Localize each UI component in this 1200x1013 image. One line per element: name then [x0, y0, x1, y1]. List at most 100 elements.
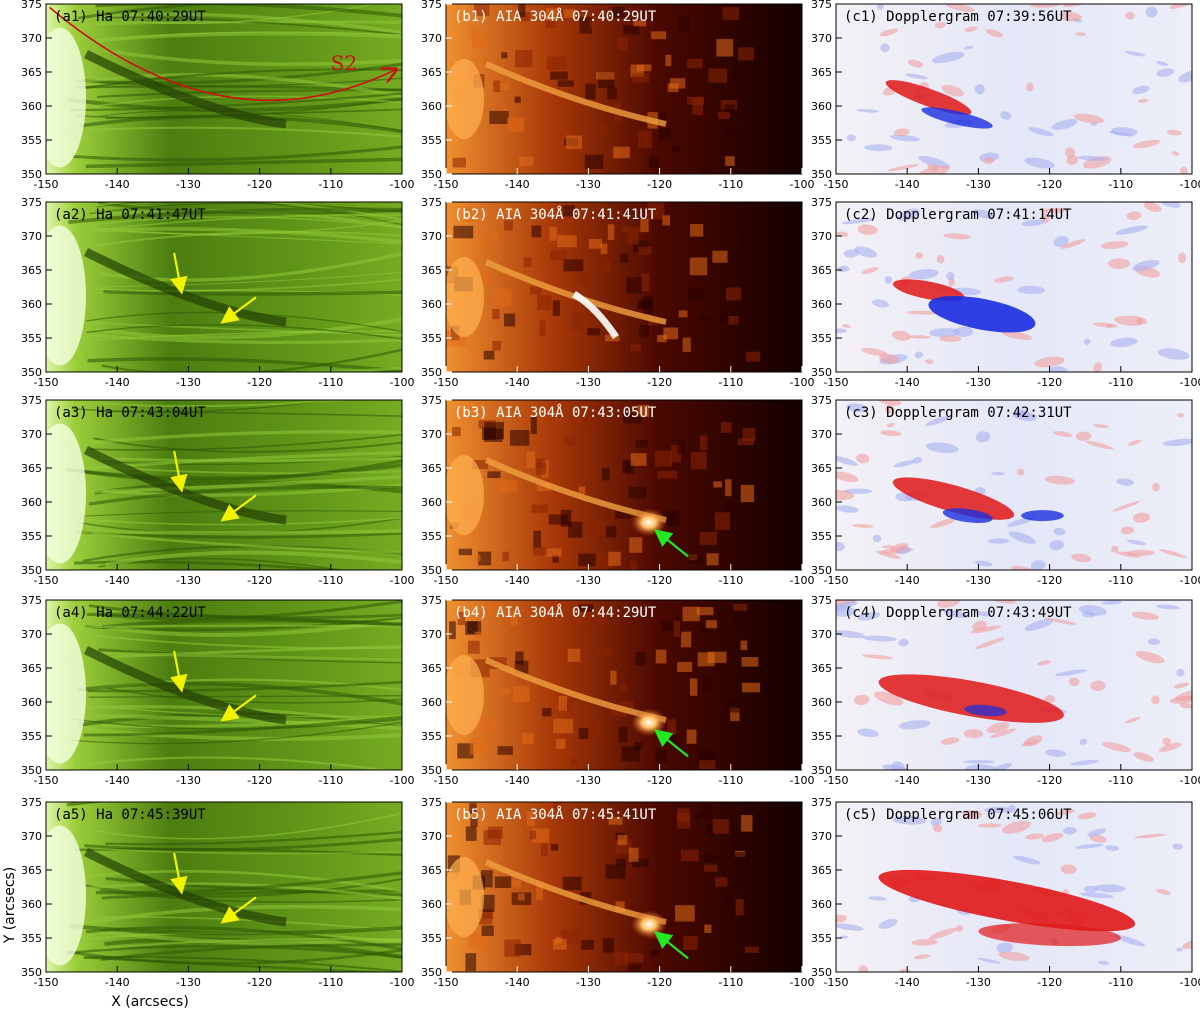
fibril: [93, 227, 402, 244]
aia-pixel: [741, 231, 761, 247]
panel-image: [46, 202, 402, 372]
panel-image: [446, 400, 802, 570]
aia-pixel: [564, 9, 576, 18]
panel-frame: [45, 399, 403, 571]
y-tick-label: 350: [811, 764, 832, 777]
aia-pixel: [594, 724, 603, 738]
fibril: [87, 357, 402, 372]
panel-frame: [445, 3, 803, 175]
aia-pixel: [565, 135, 583, 150]
aia-pixel: [712, 250, 728, 263]
aia-pixel: [518, 4, 526, 17]
doppler-feature: [861, 267, 879, 275]
panel-a2: -150 -140 -130 -120 -110 -100 375 370 365 360 355 3…: [21, 196, 414, 389]
aia-pixel: [689, 678, 698, 696]
aia-pixel: [687, 288, 705, 300]
aia-pixel: [605, 334, 620, 342]
doppler-feature: [953, 326, 974, 337]
bright-loop: [484, 61, 667, 127]
doppler-feature: [854, 246, 878, 258]
doppler-feature: [986, 722, 1010, 734]
doppler-feature: [1049, 540, 1064, 551]
aia-pixel: [741, 815, 753, 832]
doppler-feature: [1008, 531, 1036, 544]
doppler-feature: [858, 965, 869, 972]
doppler-feature: [1090, 680, 1106, 692]
doppler-feature: [913, 954, 931, 960]
doppler-feature: [836, 471, 859, 483]
doppler-feature: [1132, 259, 1160, 272]
aia-pixel: [550, 250, 567, 260]
doppler-feature: [1021, 219, 1045, 227]
doppler-feature: [1053, 236, 1069, 248]
aia-pixel: [737, 438, 755, 446]
aia-pixel: [690, 223, 704, 237]
y-tick-label: 365: [811, 66, 832, 79]
yellow-arrow: [220, 296, 257, 324]
y-tick-label: 360: [21, 496, 42, 509]
panel-frame: [45, 801, 403, 973]
panel-b1: -150 -140 -130 -120 -110 -100 375 370 365 360 355 3…: [421, 0, 814, 191]
aia-pixel: [503, 220, 514, 231]
x-tick-label: -100: [1180, 376, 1200, 389]
aia-pixel: [452, 157, 466, 168]
doppler-feature: [1068, 677, 1080, 687]
panel-label: (c3) Dopplergram 07:42:31UT: [844, 405, 1072, 421]
y-tick-label: 350: [811, 966, 832, 979]
aia-pixel: [677, 439, 685, 455]
aia-pixel: [518, 156, 534, 166]
panel-frame: [835, 201, 1193, 373]
x-tick-label: -120: [647, 976, 672, 989]
aia-pixel: [596, 72, 615, 80]
y-tick-label: 350: [21, 764, 42, 777]
x-tick-label: -110: [318, 178, 343, 191]
x-tick-label: -140: [505, 574, 530, 587]
fibril: [75, 271, 402, 288]
doppler-feature: [1045, 749, 1066, 758]
doppler-feature: [1100, 241, 1129, 250]
bright-plage: [46, 423, 86, 564]
x-tick-label: -120: [247, 574, 272, 587]
aia-pixel: [497, 746, 513, 755]
slit-label: S2: [331, 51, 357, 75]
aia-pixel: [699, 760, 716, 770]
doppler-feature: [1051, 119, 1078, 130]
doppler-feature: [1044, 617, 1077, 625]
doppler-feature: [1016, 468, 1025, 476]
aia-pixel: [536, 883, 543, 900]
aia-pixel: [544, 548, 562, 557]
doppler-feature: [836, 505, 859, 513]
y-tick-label: 365: [21, 264, 42, 277]
aia-pixel: [571, 757, 578, 765]
aia-pixel: [635, 439, 648, 448]
doppler-feature: [1132, 512, 1151, 523]
aia-pixel: [480, 236, 488, 251]
aia-pixel: [663, 327, 679, 340]
aia-pixel: [480, 717, 496, 733]
aia-pixel: [665, 54, 672, 67]
aia-pixel: [562, 876, 582, 891]
aia-pixel: [536, 458, 546, 468]
doppler-feature: [975, 431, 991, 443]
aia-pixel: [452, 426, 461, 437]
fibril: [68, 924, 402, 936]
aia-pixel: [723, 505, 738, 512]
doppler-feature: [965, 764, 998, 770]
fibril: [95, 317, 402, 340]
aia-pixel: [616, 858, 627, 867]
y-tick-label: 365: [21, 66, 42, 79]
y-tick-label: 355: [21, 932, 42, 945]
doppler-feature: [1097, 960, 1110, 965]
doppler-feature: [974, 560, 993, 567]
aia-pixel: [615, 510, 631, 519]
doppler-feature: [1101, 600, 1122, 605]
panel-label: (c4) Dopplergram 07:43:49UT: [844, 605, 1072, 621]
doppler-feature: [924, 359, 934, 365]
fibril: [67, 463, 402, 475]
fibril: [94, 278, 402, 292]
x-tick-label: -140: [505, 976, 530, 989]
y-tick-label: 360: [421, 100, 442, 113]
aia-pixel: [671, 445, 682, 463]
doppler-feature: [1155, 604, 1181, 610]
y-tick-label: 355: [21, 134, 42, 147]
